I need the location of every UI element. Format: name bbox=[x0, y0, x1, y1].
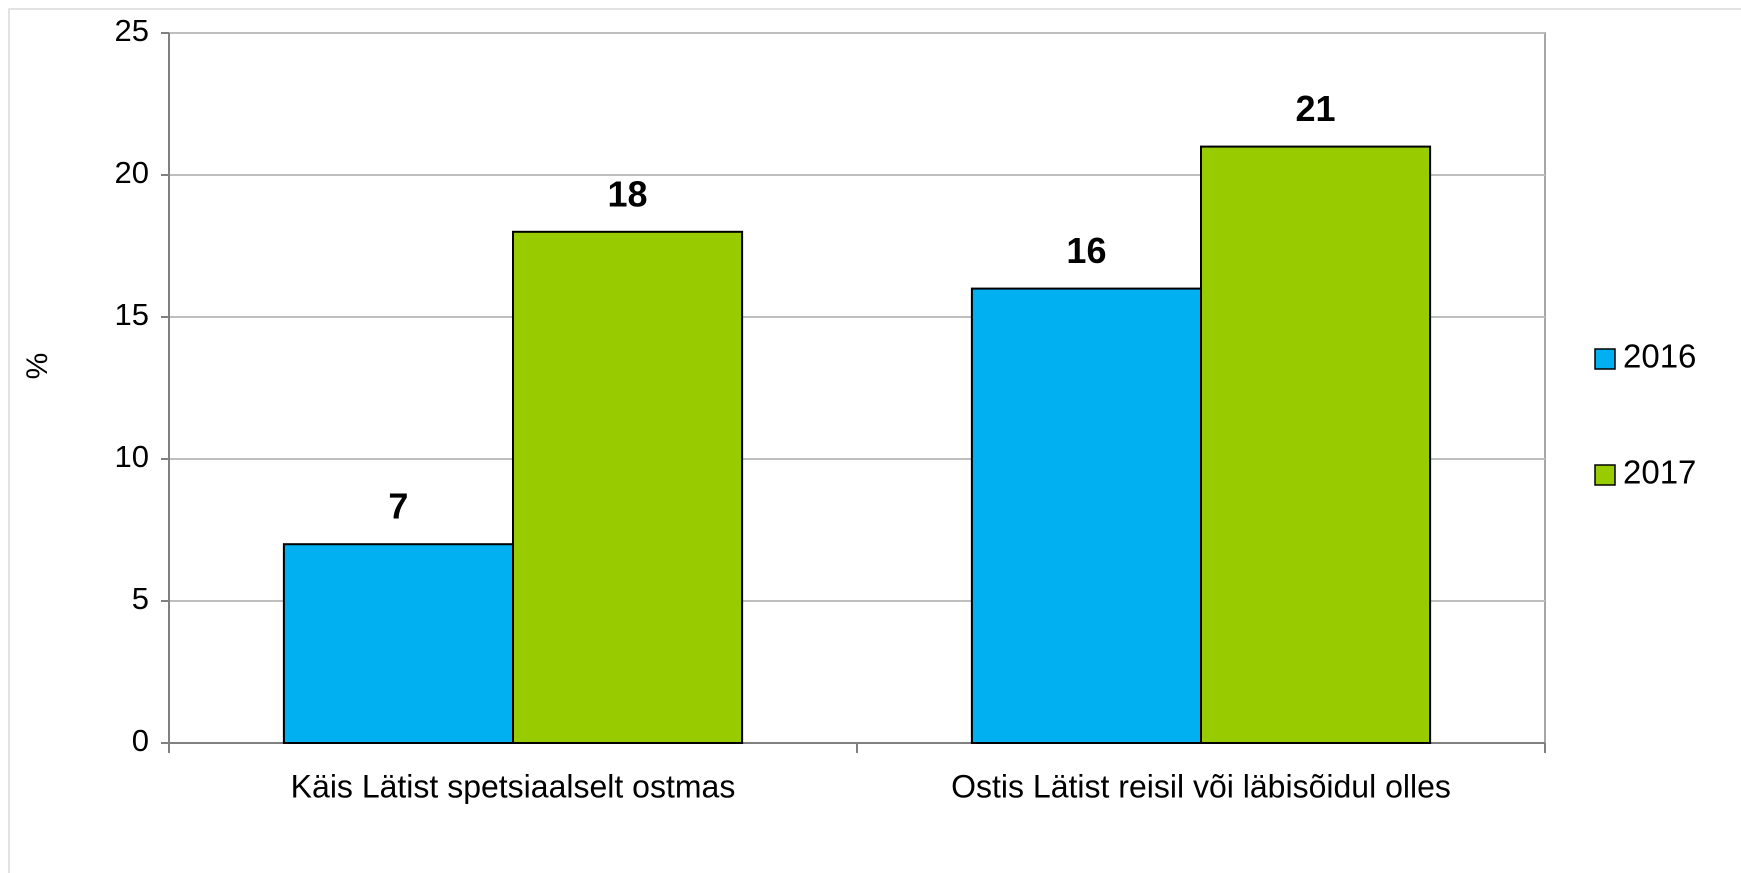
x-tick-label: Käis Lätist spetsiaalselt ostmas bbox=[291, 768, 736, 804]
y-tick-label: 20 bbox=[115, 155, 149, 190]
legend-label: 2017 bbox=[1623, 454, 1696, 491]
x-tick-label: Ostis Lätist reisil või läbisõidul olles bbox=[951, 768, 1451, 804]
bar bbox=[1200, 145, 1432, 745]
y-tick-label: 15 bbox=[115, 297, 149, 332]
legend-swatch bbox=[1594, 464, 1616, 486]
legend-label: 2016 bbox=[1623, 338, 1696, 375]
y-tick-label: 25 bbox=[115, 13, 149, 48]
data-label: 7 bbox=[388, 486, 408, 527]
legend-swatch bbox=[1594, 348, 1616, 370]
chart-border bbox=[8, 8, 1741, 873]
y-tick-label: 5 bbox=[132, 581, 149, 616]
data-label: 18 bbox=[608, 173, 648, 214]
bar bbox=[970, 287, 1202, 744]
bar bbox=[282, 543, 514, 745]
y-axis-label: % bbox=[21, 353, 54, 380]
bar bbox=[512, 230, 744, 745]
data-label: 21 bbox=[1296, 88, 1336, 129]
y-tick-label: 0 bbox=[132, 723, 149, 758]
data-label: 16 bbox=[1066, 230, 1106, 271]
y-tick-label: 10 bbox=[115, 439, 149, 474]
